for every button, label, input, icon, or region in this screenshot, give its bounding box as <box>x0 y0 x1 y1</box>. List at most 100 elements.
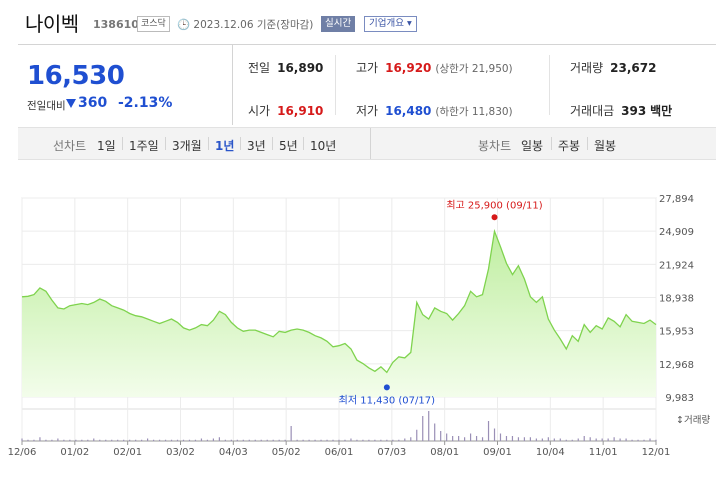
volume-bar <box>170 439 173 441</box>
x-tick-label: 12/01 <box>642 447 671 458</box>
volume-bar <box>45 439 47 441</box>
volume-bar <box>129 439 131 441</box>
volume-bar <box>278 439 280 441</box>
volume-label: 거래량 <box>570 61 604 75</box>
down-arrow-icon <box>66 99 76 108</box>
x-tick-label: 08/01 <box>430 447 459 458</box>
high-price: 고가 16,920 (상한가 21,950) <box>356 59 513 76</box>
period-3y[interactable]: 3년 <box>247 139 266 153</box>
clock-icon: 🕒 <box>177 19 191 31</box>
volume-bar <box>272 439 274 441</box>
y-tick-label: 27,894 <box>659 194 694 205</box>
volume-bar <box>416 429 418 441</box>
y-tick-label: 9,983 <box>665 393 694 404</box>
x-tick-label: 01/02 <box>60 447 89 458</box>
period-3m[interactable]: 3개월 <box>172 139 202 153</box>
volume-bar <box>410 437 412 441</box>
volume-bar <box>428 411 430 441</box>
period-5y[interactable]: 5년 <box>279 139 298 153</box>
x-tick-label: 09/01 <box>483 447 512 458</box>
volume-bar <box>541 438 543 441</box>
volume-bar <box>93 438 95 441</box>
stock-header: 나이벡 138610 코스닥 🕒 2023.12.06 기준(장마감) 실시간 … <box>0 0 716 44</box>
x-axis-labels: 12/06 01/02 02/01 03/02 04/03 05/02 06/01 07/03… <box>8 447 671 458</box>
company-info-button[interactable]: 기업개요 ▾ <box>364 16 417 32</box>
volume-bar <box>206 439 209 441</box>
volume-bar <box>194 439 197 441</box>
x-tick-label: 06/01 <box>325 447 354 458</box>
low-value: 16,480 <box>385 104 432 118</box>
x-tick-label: 03/02 <box>166 447 195 458</box>
trade-amount: 거래대금 393 백만 <box>570 102 672 119</box>
volume-bar <box>386 439 388 441</box>
volume-bar <box>296 439 298 441</box>
volume-bar <box>338 439 340 441</box>
volume-bar <box>27 439 29 441</box>
volume: 거래량 23,672 <box>570 59 656 76</box>
current-price: 16,530 <box>27 61 125 91</box>
divider <box>335 55 336 115</box>
volume-bar <box>308 439 310 441</box>
candle-daily[interactable]: 일봉 <box>521 139 544 153</box>
volume-bar <box>374 439 376 441</box>
x-tick-label: 07/03 <box>377 447 406 458</box>
base-date-value: 2023.12.06 <box>193 19 254 31</box>
volume-bar <box>535 438 537 441</box>
period-1y[interactable]: 1년 <box>215 139 235 153</box>
volume-bar <box>655 439 657 441</box>
volume-bar <box>117 439 119 441</box>
volume-bar <box>254 439 256 441</box>
prev-close-value: 16,890 <box>277 61 324 75</box>
period-1w[interactable]: 1주일 <box>129 139 159 153</box>
volume-bar <box>452 436 454 441</box>
x-tick-label: 10/04 <box>536 447 565 458</box>
volume-bar <box>123 439 125 441</box>
change-percent: -2.13% <box>118 95 173 111</box>
volume-bar <box>565 439 567 441</box>
volume-bar <box>475 436 478 441</box>
volume-bar <box>505 436 508 441</box>
market-badge: 코스닥 <box>137 16 170 32</box>
candle-monthly[interactable]: 월봉 <box>594 139 617 153</box>
volume-bar <box>440 431 442 441</box>
volume-bar <box>398 439 400 441</box>
volume-bar <box>81 439 83 441</box>
volume-bar <box>182 439 185 441</box>
period-10y[interactable]: 10년 <box>310 139 337 153</box>
volume-bar <box>242 439 244 441</box>
trade-amount-value: 393 <box>621 104 647 118</box>
volume-bar <box>631 439 633 441</box>
realtime-button[interactable]: 실시간 <box>321 16 356 32</box>
trade-amount-unit: 백만 <box>650 104 673 118</box>
low-marker <box>383 384 390 391</box>
volume-bar <box>21 438 23 441</box>
x-tick-label: 11/01 <box>589 447 618 458</box>
volume-bar <box>344 439 346 441</box>
volume-bars: ↕거래량 <box>21 411 710 441</box>
high-value: 16,920 <box>385 61 432 75</box>
volume-axis-label: ↕거래량 <box>676 414 710 426</box>
y-tick-label: 12,968 <box>659 360 694 371</box>
volume-bar <box>487 421 490 441</box>
volume-bar <box>326 439 328 441</box>
divider <box>549 55 550 115</box>
volume-bar <box>51 439 53 441</box>
volume-bar <box>643 439 645 441</box>
volume-bar <box>188 439 191 441</box>
volume-bar <box>637 439 639 441</box>
high-annotation: 최고 25,900 (09/11) <box>446 199 542 211</box>
volume-bar <box>248 439 250 441</box>
volume-bar <box>284 439 286 441</box>
divider <box>551 137 552 150</box>
change-amount: 360 <box>78 95 108 111</box>
divider <box>272 137 273 150</box>
candle-weekly[interactable]: 주봉 <box>558 139 581 153</box>
volume-bar <box>619 438 621 441</box>
trade-amount-label: 거래대금 <box>570 104 615 118</box>
volume-bar <box>464 437 466 441</box>
volume-bar <box>314 439 316 441</box>
change-label: 전일대비 <box>27 100 66 112</box>
volume-value: 23,672 <box>610 61 657 75</box>
price-chart[interactable]: 27,894 24,909 21,924 18,938 15,953 12,968 9,98… <box>0 185 716 490</box>
period-1d[interactable]: 1일 <box>97 139 116 153</box>
